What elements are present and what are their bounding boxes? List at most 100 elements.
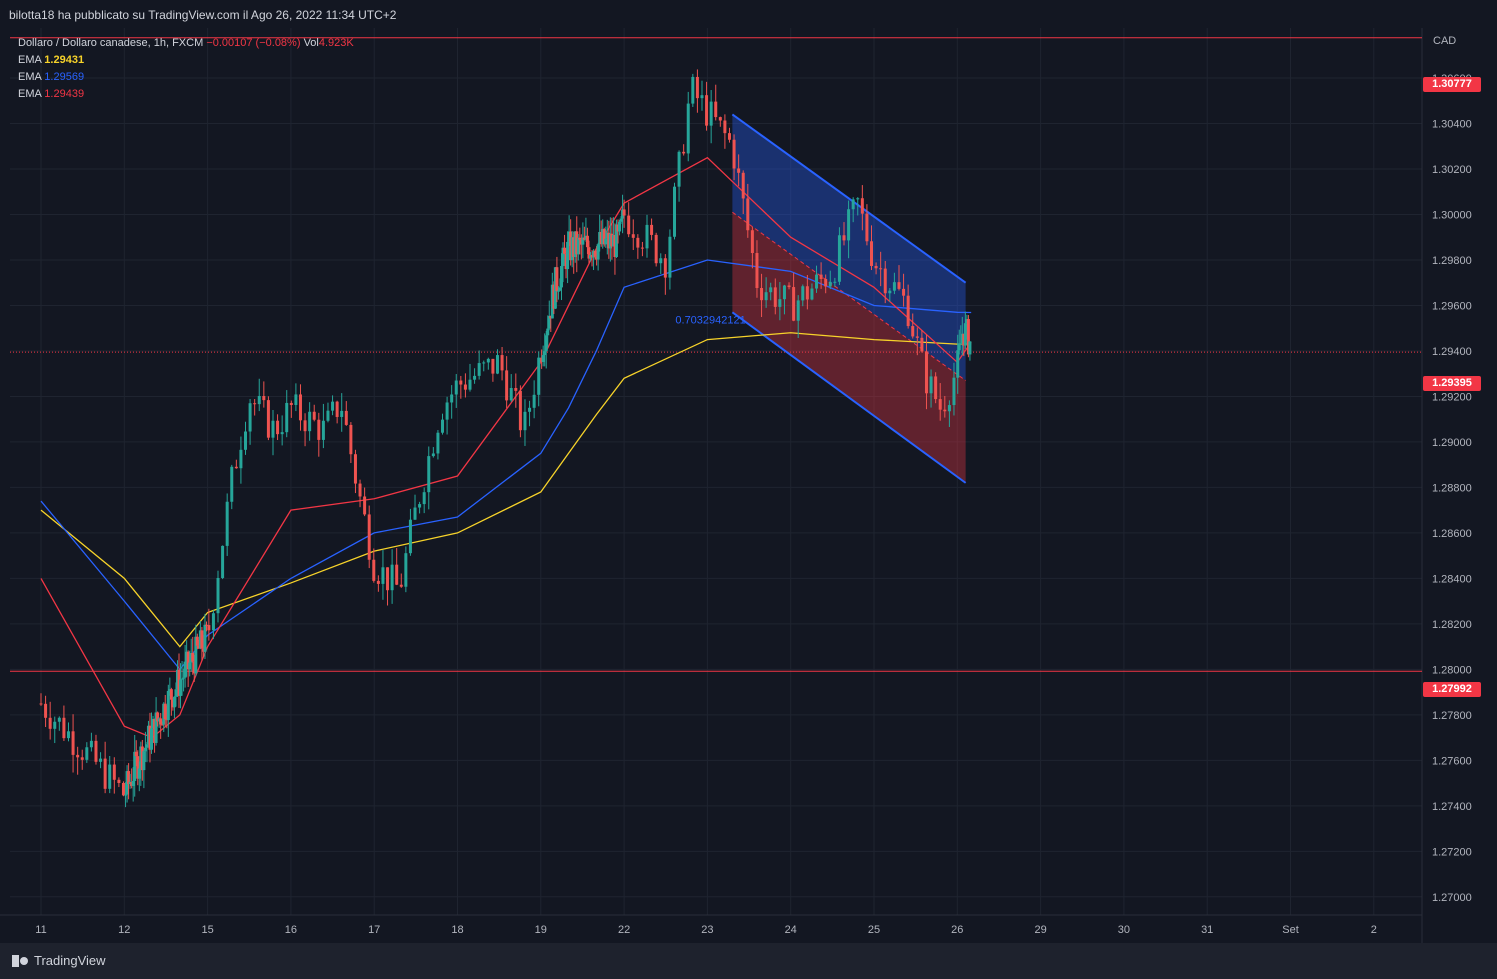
candle-body [408,519,412,554]
candle-body [915,336,919,338]
candle-body [558,287,562,291]
candle-body [239,449,243,469]
candle-body [902,288,906,296]
candle-body [746,198,750,231]
candle-body [593,251,597,257]
candle-body [230,466,234,502]
candle-body [718,117,722,121]
candle-body [108,764,112,789]
candle-body [85,747,89,760]
candle-body [833,281,837,283]
candle-body [897,282,901,289]
candle-body [960,333,964,344]
candle-body [276,420,280,435]
candle-body [514,388,518,391]
candle-body [636,237,640,248]
ema-row-red[interactable]: EMA 1.29439 [18,86,354,103]
symbol-label: Dollaro / Dollaro canadese, 1h, FXCM [18,37,204,49]
candle-body [257,396,261,405]
candle-body [737,168,741,173]
chart-legend: Dollaro / Dollaro canadese, 1h, FXCM −0.… [18,35,354,103]
candle-body [57,717,61,722]
candle-body [769,287,773,293]
candle-body [183,661,187,678]
candle-body [957,343,961,351]
candle-body [824,278,828,287]
candle-body [700,95,704,99]
candle-body [136,756,140,779]
candle-body [262,396,266,401]
candle-body [892,282,896,291]
candle-body [271,420,275,438]
candlestick-chart[interactable]: 1.27000 1.27200 1.27400 1.27600 1.27800 1.280… [0,0,1497,943]
candle-body [608,233,612,249]
candle-body [207,625,211,631]
tradingview-brand[interactable]: TradingView [12,953,106,968]
candle-body [943,409,947,412]
candle-body [140,746,144,771]
candle-body [454,380,458,395]
candle-body [650,224,654,235]
candle-body [584,235,588,240]
candle-body [851,199,855,210]
ema-row-yellow[interactable]: EMA 1.29431 [18,52,354,69]
candle-body [589,254,593,259]
candle-body [459,380,463,385]
candle-body [195,636,199,646]
price-tag-upper: 1.30777 [1423,77,1481,92]
price-tick-label: 1.29000 [1432,437,1472,449]
candle-body [614,224,618,257]
candle-body [204,624,208,626]
candle-body [509,388,513,401]
candle-body [395,564,399,585]
candle-body [266,400,270,438]
candle-body [99,758,103,762]
time-tick-label: 30 [1118,924,1130,936]
candle-body [695,76,699,99]
candle-body [938,399,942,410]
candle-body [561,247,565,267]
candle-body [541,355,545,363]
price-tick-label: 1.28400 [1432,573,1472,585]
candle-body [289,402,293,405]
ema-label: EMA [18,88,42,100]
candle-body [668,236,672,278]
candle-body [191,652,195,662]
ema-value-yellow: 1.29431 [44,54,85,66]
candle-body [555,267,559,292]
candle-body [157,718,161,722]
candle-body [399,584,403,587]
price-axis-unit: CAD [1433,35,1456,47]
candle-body [523,411,527,431]
candle-body [331,401,335,411]
candle-body [856,198,860,200]
price-tick-label: 1.27400 [1432,801,1472,813]
candle-body [477,363,481,376]
candle-body [445,402,449,420]
candle-body [631,234,635,238]
candle-body [303,420,307,432]
candle-body [870,241,874,266]
candle-body [552,284,556,309]
ema-row-blue[interactable]: EMA 1.29569 [18,69,354,86]
ema-label: EMA [18,71,42,83]
candle-body [544,335,548,352]
price-tag-current: 1.29395 [1423,376,1481,391]
candle-body [234,466,238,469]
candle-body [248,403,252,432]
candle-body [579,239,583,245]
candle-body [124,794,128,796]
ema-value-blue: 1.29569 [44,71,85,83]
candle-body [605,232,609,239]
candle-body [441,419,445,433]
candle-body [188,662,192,670]
candle-body [185,651,189,662]
candle-body [363,496,367,515]
candle-body [349,424,353,455]
time-tick-label: 25 [868,924,880,936]
candle-body [179,679,183,696]
candle-body [750,230,754,254]
candle-body [879,268,883,270]
price-tick-label: 1.28800 [1432,482,1472,494]
candle-body [906,295,910,327]
